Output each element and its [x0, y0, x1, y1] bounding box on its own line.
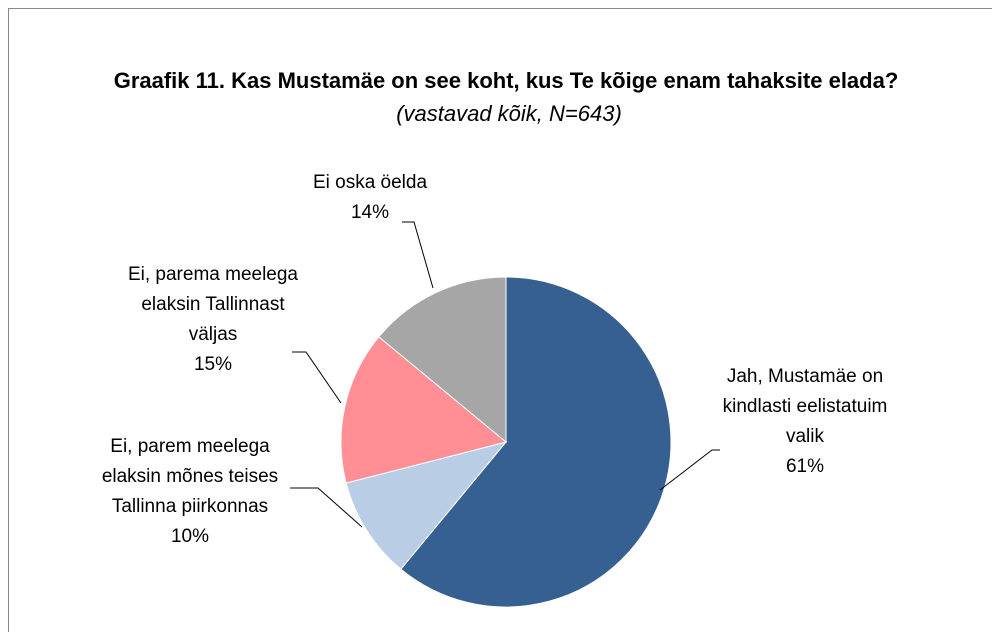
- leader-lines: [290, 221, 720, 528]
- slice: [400, 276, 672, 608]
- slice-label: Ei oska öelda 14%: [290, 168, 450, 228]
- chart-title: Graafik 11. Kas Mustamäe on see koht, ku…: [100, 64, 912, 130]
- category-label: Ei, parem meelega elaksin mõnes teises T…: [101, 436, 279, 517]
- value-label: 15%: [193, 354, 233, 375]
- slice: [345, 441, 508, 570]
- category-label: Jah, Mustamäe on kindlasti eelistatuim v…: [722, 366, 888, 447]
- slice-label: Ei, parema meelega elaksin Tallinnast vä…: [118, 260, 308, 380]
- leader-line: [292, 351, 342, 404]
- leader-line: [659, 449, 720, 491]
- subtitle: (vastavad kõik, N=643): [396, 101, 622, 126]
- value-label: 10%: [170, 526, 210, 547]
- leader-line: [290, 487, 363, 528]
- value-label: 14%: [350, 202, 390, 223]
- slice: [340, 336, 508, 484]
- slice-label: Jah, Mustamäe on kindlasti eelistatuim v…: [705, 362, 905, 482]
- category-label: Ei oska öelda: [312, 172, 428, 193]
- category-label: Ei, parema meelega elaksin Tallinnast vä…: [127, 264, 299, 345]
- title-text: Graafik 11. Kas Mustamäe on see koht, ku…: [113, 68, 899, 93]
- slice-label: Ei, parem meelega elaksin mõnes teises T…: [100, 432, 280, 552]
- slice: [378, 276, 507, 444]
- value-label: 61%: [785, 456, 825, 477]
- leader-line: [402, 221, 434, 289]
- frame: [8, 8, 992, 632]
